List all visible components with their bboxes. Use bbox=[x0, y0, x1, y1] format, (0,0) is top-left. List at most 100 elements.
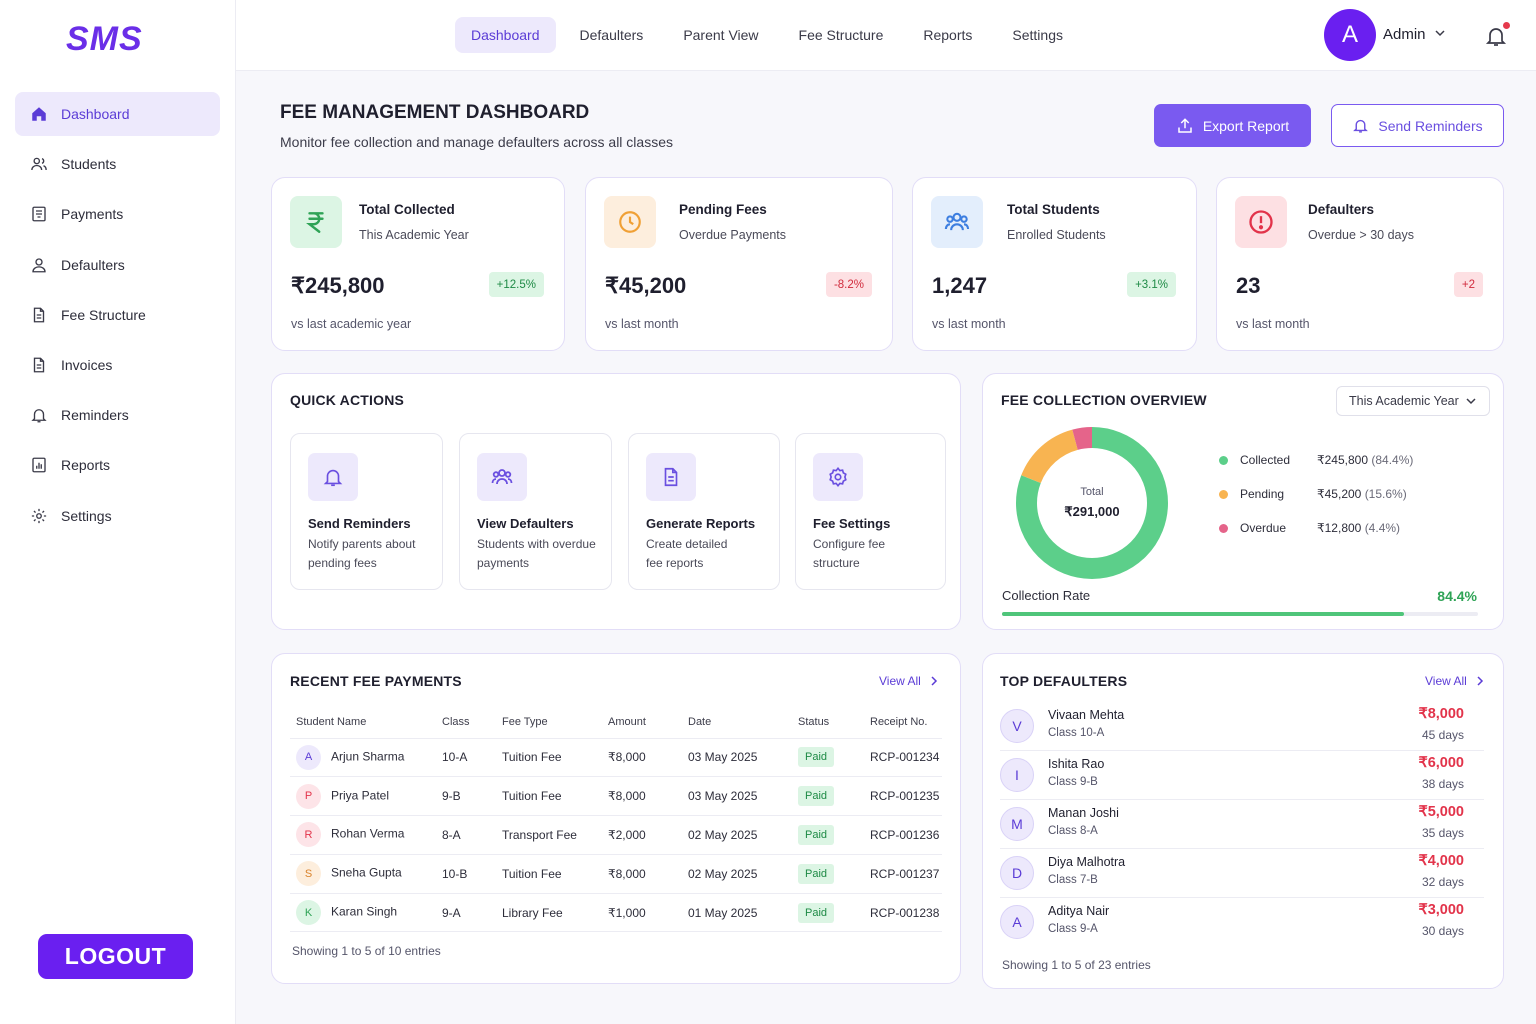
stat-title: Pending Fees bbox=[679, 202, 767, 217]
stat-footnote: vs last month bbox=[932, 317, 1006, 331]
legend-label: Pending bbox=[1240, 487, 1285, 501]
class-cell: 9-B bbox=[436, 776, 496, 817]
export-report-button[interactable]: Export Report bbox=[1154, 104, 1311, 147]
list-item[interactable]: I Ishita Rao Class 9-B ₹6,000 38 days bbox=[1000, 751, 1484, 800]
collection-rate-bar bbox=[1002, 612, 1478, 616]
user-menu[interactable]: Admin bbox=[1383, 26, 1446, 43]
defaulter-days-overdue: 32 days bbox=[1421, 875, 1464, 889]
quick-action-fee-settings[interactable]: Fee Settings Configure fee structure bbox=[795, 433, 946, 590]
document-icon bbox=[29, 355, 49, 375]
receipt-cell: RCP-001238 bbox=[864, 893, 942, 933]
page-subtitle: Monitor fee collection and manage defaul… bbox=[280, 134, 673, 150]
table-row[interactable]: P Priya Patel 9-B Tuition Fee ₹8,000 03 May 2… bbox=[290, 776, 942, 817]
stat-value: ₹45,200 bbox=[605, 273, 687, 298]
list-item[interactable]: D Diya Malhotra Class 7-B ₹4,000 32 days bbox=[1000, 849, 1484, 898]
status-cell: Paid bbox=[792, 776, 864, 817]
stat-value: ₹245,800 bbox=[291, 273, 385, 298]
payments-table: Student Name Class Fee Type Amount Date … bbox=[290, 706, 942, 933]
period-select-value: This Academic Year bbox=[1349, 394, 1459, 408]
defaulter-name: Manan Joshi bbox=[1048, 806, 1119, 820]
view-all-link[interactable]: View All bbox=[1425, 674, 1484, 688]
table-row[interactable]: R Rohan Verma 8-A Transport Fee ₹2,000 02 May… bbox=[290, 815, 942, 855]
stat-card-defaulters: Defaulters Overdue > 30 days 23 +2 vs la… bbox=[1216, 177, 1504, 351]
amount-cell: ₹8,000 bbox=[602, 854, 682, 894]
app-logo[interactable]: SMS bbox=[66, 20, 143, 58]
fee-type-cell: Library Fee bbox=[496, 893, 602, 933]
student-name: Arjun Sharma bbox=[331, 749, 405, 764]
quick-action-view-defaulters[interactable]: View Defaulters Students with overdue pa… bbox=[459, 433, 612, 590]
trend-badge: -8.2% bbox=[825, 272, 872, 297]
tab-dashboard[interactable]: Dashboard bbox=[455, 17, 556, 53]
users-icon bbox=[29, 154, 49, 174]
sidebar-item-label: Students bbox=[61, 156, 117, 173]
legend-label: Collected bbox=[1240, 453, 1291, 467]
status-badge: Paid bbox=[798, 747, 835, 768]
tab-defaulters[interactable]: Defaulters bbox=[579, 27, 644, 43]
status-cell: Paid bbox=[792, 893, 864, 933]
student-initial-avatar: A bbox=[296, 744, 321, 770]
sidebar-item-payments[interactable]: Payments bbox=[15, 192, 220, 236]
donut-total-value: ₹291,000 bbox=[1064, 504, 1120, 519]
legend-percent: (84.4%) bbox=[1371, 453, 1414, 467]
notifications-bell-icon[interactable] bbox=[1484, 22, 1510, 48]
table-row[interactable]: S Sneha Gupta 10-B Tuition Fee ₹8,000 02 May … bbox=[290, 854, 942, 894]
document-icon bbox=[646, 453, 696, 501]
legend-amount: ₹45,200 bbox=[1317, 487, 1362, 501]
column-header: Receipt No. bbox=[864, 706, 942, 739]
sidebar-item-fee-structure[interactable]: Fee Structure bbox=[15, 293, 220, 337]
table-row[interactable]: A Arjun Sharma 10-A Tuition Fee ₹8,000 03 May… bbox=[290, 738, 942, 778]
quick-action-generate-reports[interactable]: Generate Reports Create detailed fee rep… bbox=[628, 433, 780, 590]
quick-action-desc: Students with overdue payments bbox=[477, 537, 596, 570]
sidebar-item-invoices[interactable]: Invoices bbox=[15, 343, 220, 387]
receipt-cell: RCP-001237 bbox=[864, 854, 942, 894]
date-cell: 01 May 2025 bbox=[682, 893, 792, 933]
defaulter-amount: ₹4,000 bbox=[1418, 853, 1464, 869]
view-all-label: View All bbox=[879, 674, 921, 688]
avatar[interactable]: A bbox=[1324, 9, 1376, 61]
status-badge: Paid bbox=[798, 786, 835, 807]
fee-type-cell: Transport Fee bbox=[496, 815, 602, 855]
logout-button[interactable]: LOGOUT bbox=[38, 934, 193, 979]
tab-reports[interactable]: Reports bbox=[923, 27, 973, 43]
sidebar-item-students[interactable]: Students bbox=[15, 142, 220, 186]
tab-parent-view[interactable]: Parent View bbox=[683, 27, 759, 43]
legend-value: ₹245,800 (84.4%) bbox=[1317, 453, 1413, 467]
sidebar-item-dashboard[interactable]: Dashboard bbox=[15, 92, 220, 136]
quick-action-desc: Create detailed fee reports bbox=[646, 537, 728, 570]
tab-fee-structure[interactable]: Fee Structure bbox=[798, 27, 884, 43]
sidebar-item-settings[interactable]: Settings bbox=[15, 494, 220, 538]
view-all-label: View All bbox=[1425, 674, 1467, 688]
trend-badge: +2 bbox=[1453, 272, 1483, 297]
stat-subtitle: Overdue Payments bbox=[679, 228, 786, 242]
sidebar-item-label: Dashboard bbox=[61, 106, 130, 122]
status-cell: Paid bbox=[792, 738, 864, 778]
defaulter-days-overdue: 30 days bbox=[1421, 924, 1464, 938]
notification-dot bbox=[1503, 22, 1510, 29]
defaulter-name: Vivaan Mehta bbox=[1048, 708, 1125, 722]
user-icon bbox=[29, 255, 49, 275]
view-all-link[interactable]: View All bbox=[879, 674, 938, 688]
quick-actions-panel: QUICK ACTIONS Send Reminders Notify pare… bbox=[271, 373, 961, 630]
quick-action-send-reminders[interactable]: Send Reminders Notify parents about pend… bbox=[290, 433, 443, 590]
legend-dot bbox=[1219, 489, 1228, 499]
sidebar-item-reports[interactable]: Reports bbox=[15, 443, 220, 487]
sidebar-item-label: Settings bbox=[61, 507, 112, 524]
collection-rate-fill bbox=[1002, 612, 1404, 616]
sidebar-item-label: Reports bbox=[61, 457, 111, 474]
section-title: FEE COLLECTION OVERVIEW bbox=[1001, 392, 1207, 408]
table-footer-info: Showing 1 to 5 of 10 entries bbox=[292, 944, 441, 958]
list-item[interactable]: V Vivaan Mehta Class 10-A ₹8,000 45 days bbox=[1000, 702, 1484, 751]
list-item[interactable]: M Manan Joshi Class 8-A ₹5,000 35 days bbox=[1000, 800, 1484, 849]
top-defaulters-panel: TOP DEFAULTERS View All V Vivaan Mehta Cla… bbox=[982, 653, 1504, 989]
defaulter-amount: ₹5,000 bbox=[1418, 804, 1464, 820]
chart-icon bbox=[29, 455, 49, 475]
list-item[interactable]: A Aditya Nair Class 9-A ₹3,000 30 days bbox=[1000, 898, 1484, 947]
period-select[interactable]: This Academic Year bbox=[1336, 386, 1490, 416]
stat-card-total-collected: Total Collected This Academic Year ₹245,… bbox=[271, 177, 565, 351]
sidebar-item-reminders[interactable]: Reminders bbox=[15, 393, 220, 437]
send-reminders-button[interactable]: Send Reminders bbox=[1331, 104, 1504, 147]
sidebar-item-defaulters[interactable]: Defaulters bbox=[15, 243, 220, 287]
tab-settings[interactable]: Settings bbox=[1012, 27, 1063, 43]
table-row[interactable]: K Karan Singh 9-A Library Fee ₹1,000 01 May 2… bbox=[290, 893, 942, 933]
fee-collection-overview-panel: FEE COLLECTION OVERVIEW This Academic Ye… bbox=[982, 373, 1504, 630]
